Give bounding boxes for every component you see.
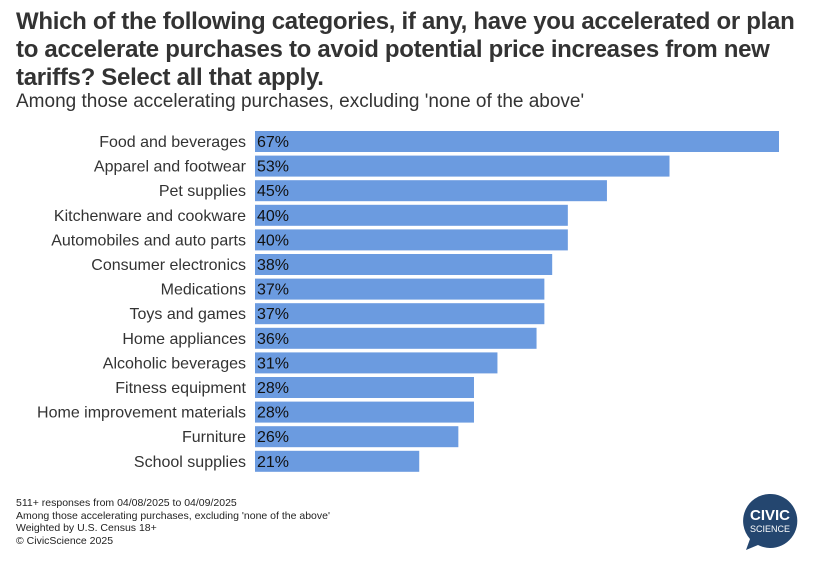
bar-8: [255, 327, 537, 349]
category-label: Kitchenware and cookware: [54, 208, 246, 225]
category-label: Fitness equipment: [115, 380, 246, 397]
category-label: Medications: [161, 282, 246, 299]
note-copyright: © CivicScience 2025: [16, 534, 114, 547]
category-label: Home appliances: [122, 331, 246, 348]
data-label: 37%: [257, 282, 289, 299]
data-label: 53%: [257, 159, 289, 176]
category-label: Consumer electronics: [91, 257, 246, 274]
bar-1: [255, 155, 670, 177]
bar-4: [255, 229, 568, 251]
bar-2: [255, 180, 607, 202]
data-label: 36%: [257, 331, 289, 348]
data-label: 28%: [257, 380, 289, 397]
bar-6: [255, 278, 545, 300]
category-label: Toys and games: [129, 306, 246, 323]
data-label: 67%: [257, 134, 289, 151]
chart-subtitle: Among those accelerating purchases, excl…: [16, 91, 585, 112]
bar-13: [255, 450, 420, 472]
category-label: Apparel and footwear: [94, 159, 247, 176]
category-label: Pet supplies: [159, 183, 246, 200]
footnotes: 511+ responses from 04/08/2025 to 04/09/…: [16, 497, 330, 547]
logo-text-civic: CIVIC: [750, 507, 790, 524]
category-label: Furniture: [182, 429, 246, 446]
data-label: 37%: [257, 306, 289, 323]
note-responses: 511+ responses from 04/08/2025 to 04/09/…: [16, 497, 237, 509]
bar-7: [255, 303, 545, 325]
data-label: 28%: [257, 405, 289, 422]
bar-3: [255, 204, 568, 226]
bar-5: [255, 254, 553, 275]
bar-10: [255, 377, 474, 398]
chart-title: Which of the following categories, if an…: [16, 8, 795, 91]
bar-0: [255, 131, 779, 152]
bar-12: [255, 426, 459, 448]
category-label: Home improvement materials: [37, 405, 246, 422]
bar-9: [255, 352, 498, 374]
data-label: 40%: [257, 208, 289, 225]
data-label: 40%: [257, 232, 289, 249]
data-label: 38%: [257, 257, 289, 274]
data-label: 26%: [257, 429, 289, 446]
civicscience-logo: CIVIC SCIENCE: [743, 493, 798, 550]
category-label: School supplies: [134, 454, 246, 471]
category-label: Food and beverages: [99, 134, 246, 151]
data-label: 31%: [257, 355, 289, 372]
category-label: Alcoholic beverages: [103, 355, 246, 372]
bar-11: [255, 401, 474, 423]
logo-text-science: SCIENCE: [750, 524, 790, 534]
bar-chart: Food and beverages 67% Apparel and footwea…: [37, 131, 779, 472]
note-weighting: Weighted by U.S. Census 18+: [16, 522, 157, 534]
data-label: 21%: [257, 454, 289, 471]
note-base: Among those accelerating purchases, excl…: [16, 509, 330, 522]
category-label: Automobiles and auto parts: [51, 232, 246, 249]
data-label: 45%: [257, 183, 289, 200]
